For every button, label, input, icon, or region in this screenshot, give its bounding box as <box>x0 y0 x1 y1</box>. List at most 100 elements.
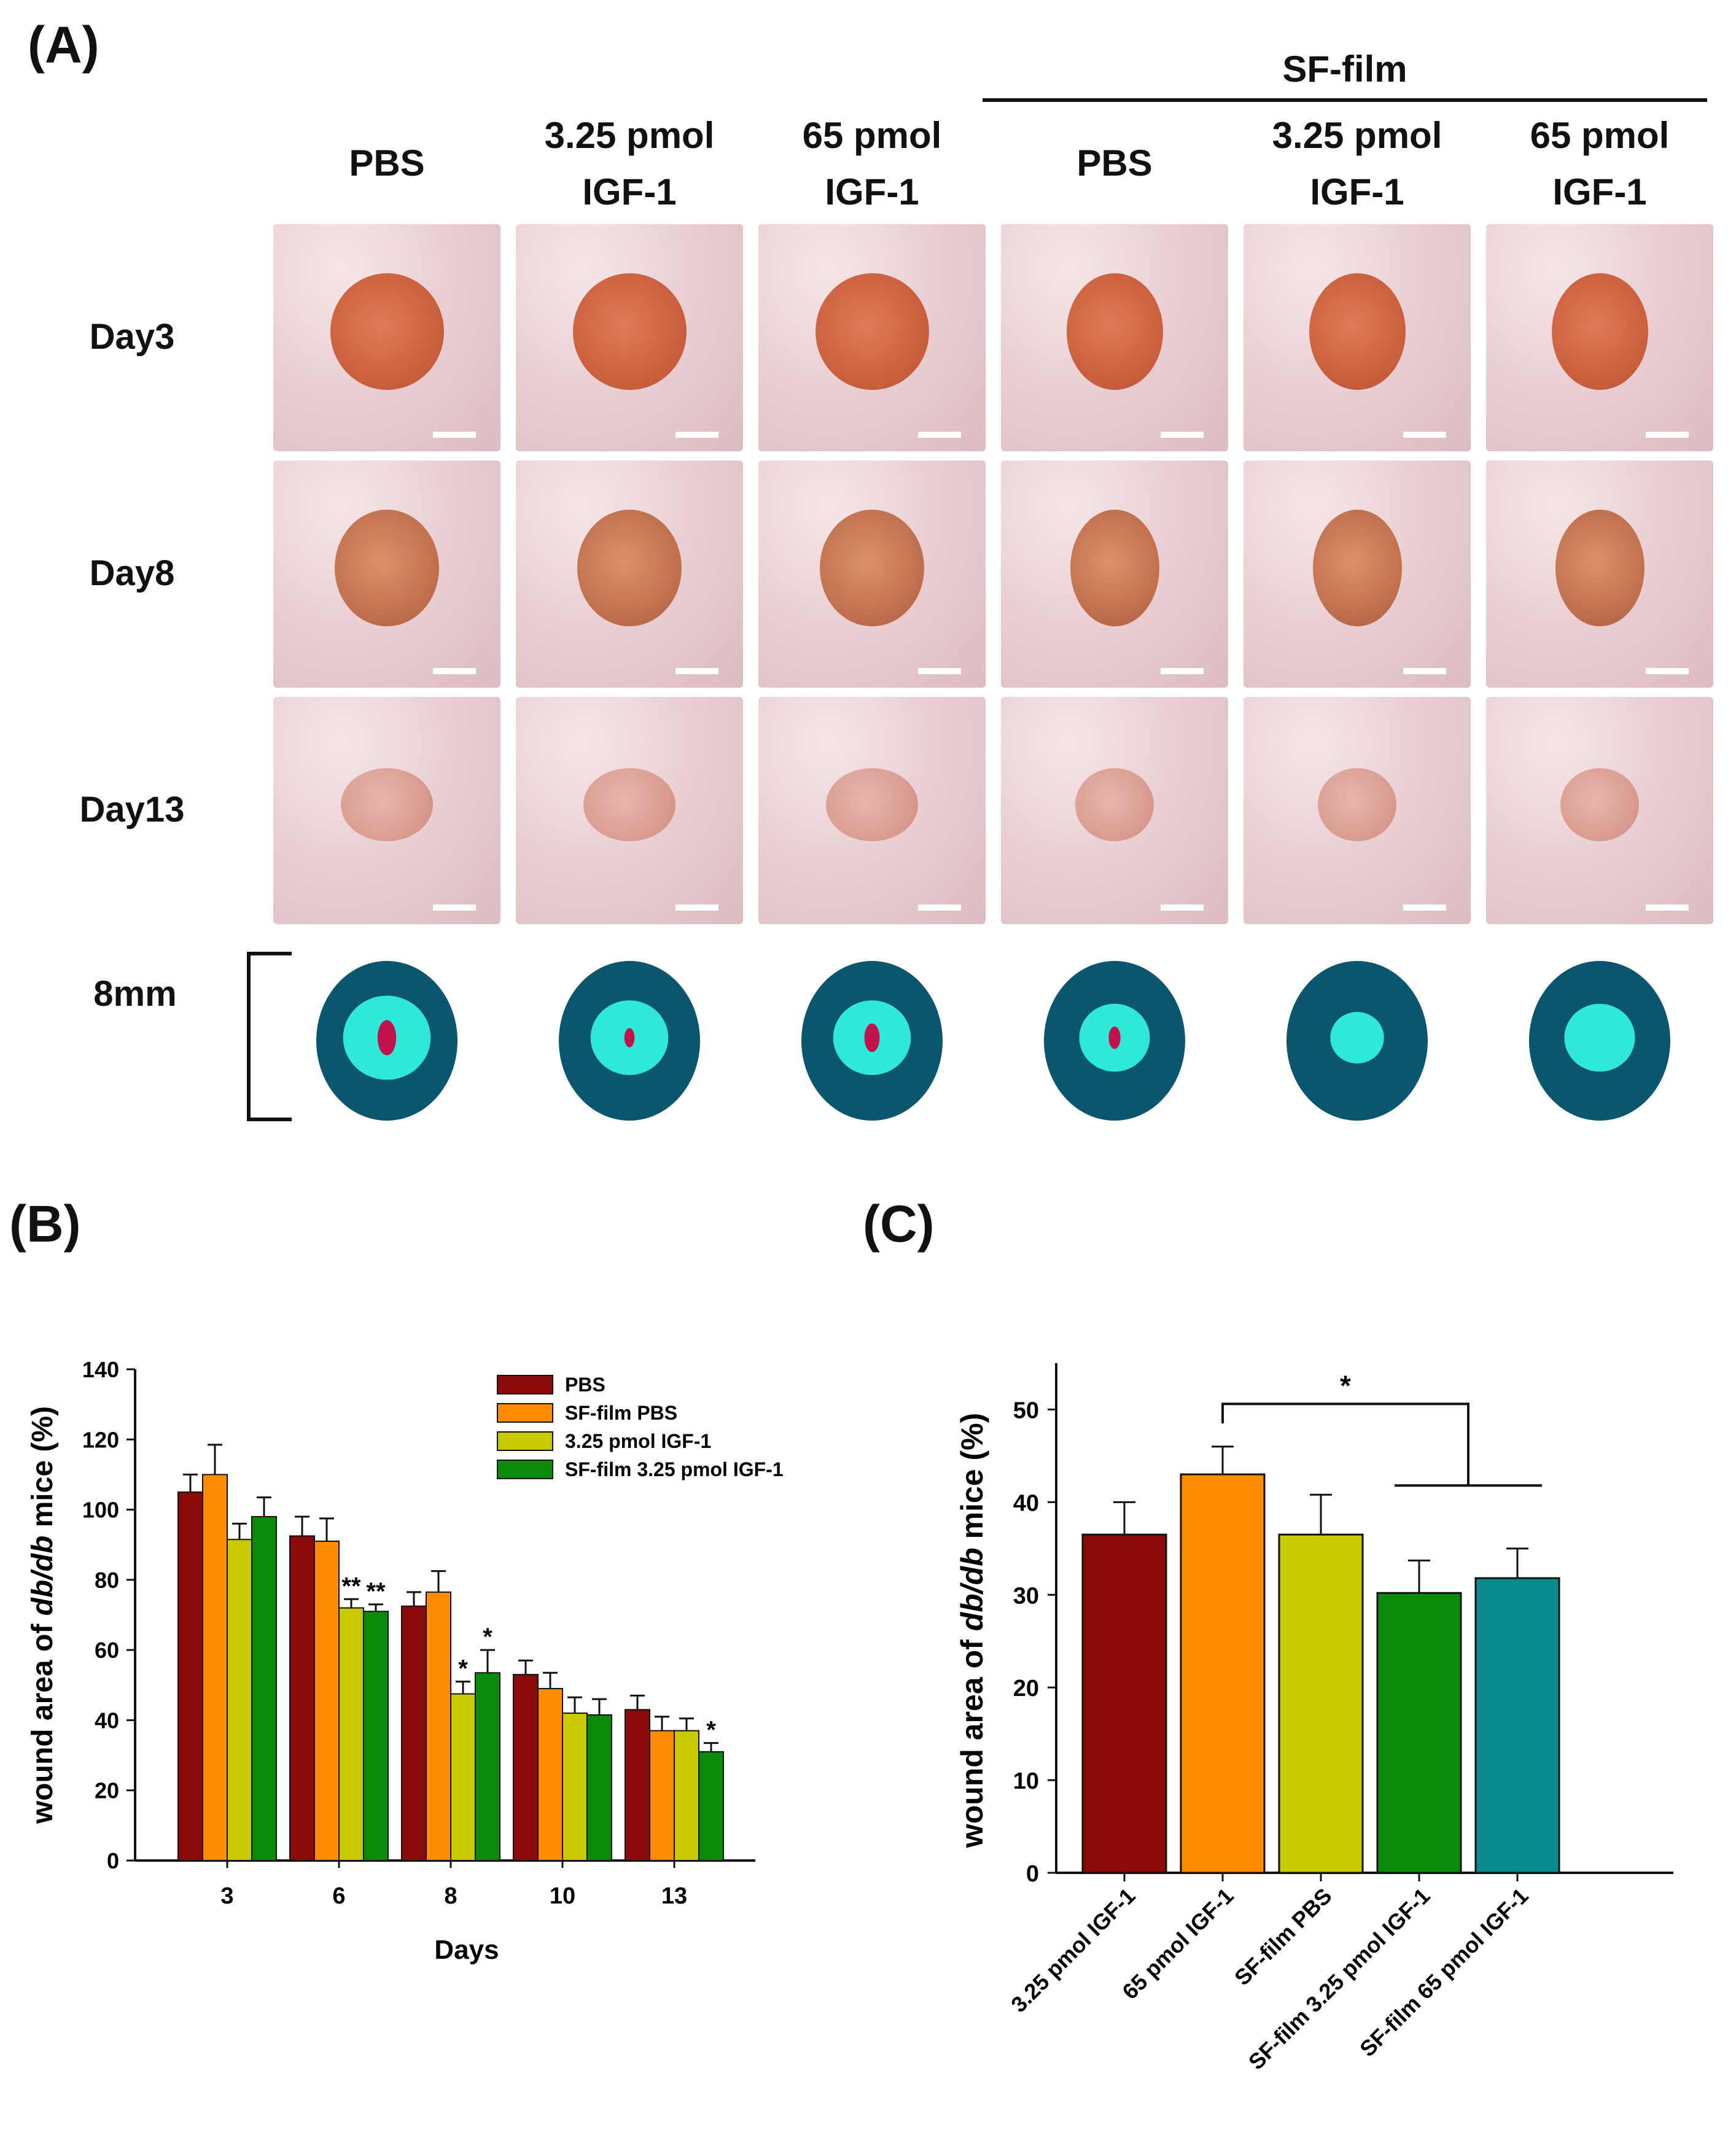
wound-photo <box>1486 461 1713 688</box>
column-header: PBS <box>998 135 1231 192</box>
column-header-line1: 65 pmol <box>802 115 942 156</box>
legend-swatch <box>497 1403 553 1423</box>
sf-film-group-line <box>983 98 1707 102</box>
wound-area <box>1318 768 1396 841</box>
wound-photo <box>273 461 500 688</box>
bar <box>537 1688 563 1861</box>
wound-photo <box>1001 697 1228 924</box>
scale-bar <box>1403 668 1446 674</box>
y-tick-label: 140 <box>82 1357 119 1382</box>
scale-bar <box>1161 668 1204 674</box>
y-tick-label: 80 <box>95 1568 119 1593</box>
bar <box>426 1591 451 1861</box>
wound-area <box>341 768 433 841</box>
column-header: 3.25 pmol IGF-1 <box>1240 107 1474 220</box>
column-header-line1: 65 pmol <box>1530 115 1670 156</box>
significance-mark: * <box>1340 1369 1351 1401</box>
row-label: Day3 <box>89 317 175 357</box>
y-tick-label: 120 <box>82 1427 119 1452</box>
x-tick-label: 3.25 pmol IGF-1 <box>1006 1883 1140 2018</box>
legend-swatch <box>497 1431 553 1451</box>
scale-bar <box>918 668 961 674</box>
wound-map <box>801 961 943 1121</box>
column-header: 65 pmol IGF-1 <box>755 107 989 220</box>
wound-photo <box>758 697 986 924</box>
legend-label: PBS <box>565 1374 605 1396</box>
wound-photo <box>1244 697 1471 924</box>
wound-photo <box>1244 224 1471 451</box>
y-tick-label: 10 <box>1013 1768 1039 1794</box>
bar <box>289 1535 315 1861</box>
panel-c-label: (C) <box>863 1195 935 1253</box>
bar <box>202 1474 228 1861</box>
y-tick-label: 20 <box>95 1778 119 1803</box>
x-tick-label: 6 <box>332 1883 345 1909</box>
bar <box>450 1693 476 1861</box>
x-tick-label: 10 <box>550 1883 575 1909</box>
x-tick-label: 13 <box>661 1883 687 1909</box>
bar <box>586 1714 612 1861</box>
wound-photo <box>1486 224 1713 451</box>
wound-map <box>316 961 457 1121</box>
scale-bar <box>433 668 476 674</box>
scale-bar <box>433 904 476 911</box>
bar <box>177 1491 203 1861</box>
significance-mark: * <box>458 1655 468 1682</box>
bar <box>1376 1592 1462 1874</box>
wound-map-inner <box>1330 1012 1384 1064</box>
legend-label: SF-film PBS <box>565 1402 677 1424</box>
significance-mark: * <box>483 1624 492 1651</box>
row-label: Day8 <box>89 553 175 593</box>
y-tick-label: 0 <box>1026 1861 1039 1887</box>
y-tick-label: 50 <box>1013 1398 1039 1423</box>
column-header-line2: PBS <box>1076 142 1153 184</box>
scale-bar <box>1403 432 1446 438</box>
wound-photo <box>1001 224 1228 451</box>
column-header: PBS <box>270 135 504 192</box>
column-header: 65 pmol IGF-1 <box>1483 107 1716 220</box>
scale-bar <box>1646 904 1689 911</box>
scale-bar <box>675 904 718 911</box>
wound-map-inner <box>1564 1003 1635 1072</box>
y-tick-label: 100 <box>82 1498 119 1523</box>
wound-area <box>1555 510 1645 626</box>
wound-map-core <box>377 1020 397 1056</box>
panel-b-label: (B) <box>9 1195 81 1253</box>
wound-photo <box>1244 461 1471 688</box>
wound-photo <box>516 461 743 688</box>
wound-map-core <box>1108 1026 1121 1049</box>
wound-area <box>572 273 687 390</box>
scale-bar <box>918 432 961 438</box>
y-tick-label: 0 <box>107 1848 119 1873</box>
wound-photo <box>273 697 500 924</box>
bar <box>562 1713 588 1861</box>
wound-photo <box>1001 461 1228 688</box>
y-tick-label: 20 <box>1013 1676 1039 1701</box>
column-header: 3.25 pmol IGF-1 <box>513 107 746 220</box>
wound-area <box>1070 510 1159 626</box>
wound-photo <box>273 224 500 451</box>
bar <box>1180 1473 1266 1874</box>
wound-map <box>1044 961 1185 1121</box>
column-header-line1: 3.25 pmol <box>544 115 715 156</box>
wound-area <box>577 510 682 626</box>
wound-photo <box>516 224 743 451</box>
scale-bar <box>675 432 718 438</box>
significance-mark: ** <box>366 1578 386 1605</box>
bar <box>1081 1533 1167 1874</box>
wound-photo <box>758 224 986 451</box>
bar <box>251 1516 277 1861</box>
scale-bar <box>918 904 961 911</box>
bar <box>513 1674 539 1862</box>
y-tick-label: 30 <box>1013 1583 1039 1609</box>
bar <box>674 1730 699 1861</box>
bar <box>338 1607 364 1861</box>
x-tick-label: SF-film 65 pmol IGF-1 <box>1355 1883 1533 2062</box>
scale-bracket <box>247 952 292 1121</box>
bar <box>314 1541 340 1861</box>
scale-bar <box>675 668 718 674</box>
column-header-line2: IGF-1 <box>582 171 677 212</box>
wound-map-core <box>624 1028 635 1048</box>
bar <box>1278 1533 1364 1874</box>
bar <box>625 1709 650 1861</box>
